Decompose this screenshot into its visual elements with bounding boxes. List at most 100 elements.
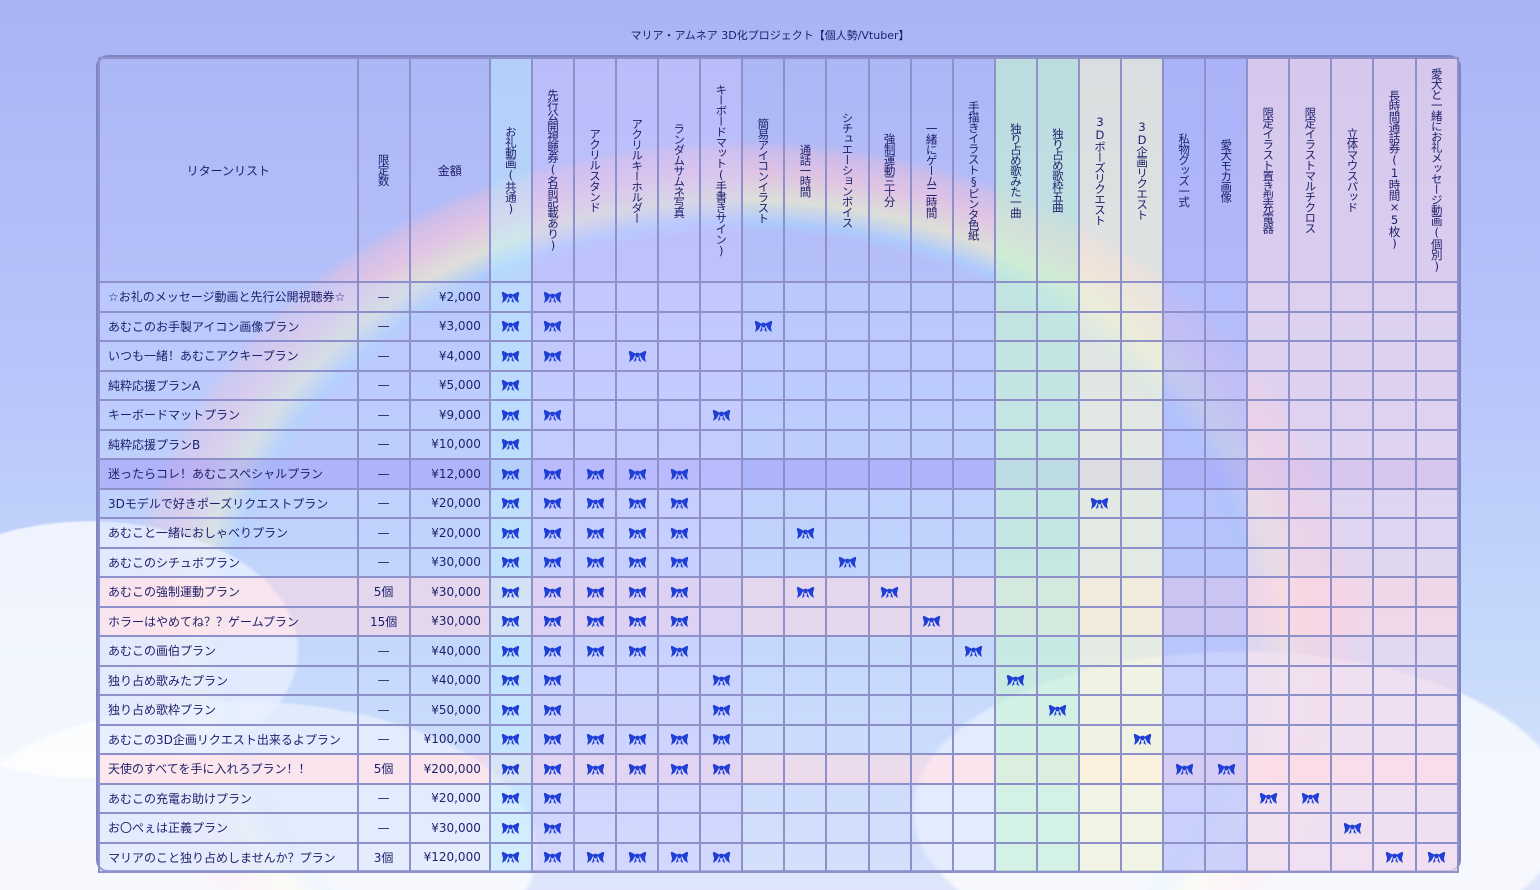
check-cell	[615, 753, 660, 785]
price-cell: ¥3,000	[408, 310, 491, 342]
header-item: 独り占め歌みた一曲	[993, 57, 1038, 283]
ribbon-bow-icon	[628, 526, 647, 540]
check-cell	[657, 428, 702, 460]
limit-cell: —	[356, 487, 411, 519]
check-cell	[488, 310, 533, 342]
check-cell	[657, 694, 702, 726]
check-cell	[825, 310, 870, 342]
check-cell	[1288, 281, 1333, 313]
check-cell	[1035, 369, 1080, 401]
check-cell	[1162, 664, 1207, 696]
check-cell	[867, 369, 912, 401]
check-cell	[951, 753, 996, 785]
table-row: 純粋応援プランA — ¥5,000	[98, 369, 1460, 401]
check-cell	[1162, 841, 1207, 873]
check-cell	[783, 812, 828, 844]
limit-cell: —	[356, 723, 411, 755]
plan-name: 純粋応援プランA	[98, 369, 359, 401]
ribbon-bow-icon	[543, 850, 562, 864]
check-cell	[909, 605, 954, 637]
check-cell	[909, 487, 954, 519]
check-cell	[699, 576, 744, 608]
check-cell	[1120, 546, 1165, 578]
check-cell	[1204, 281, 1249, 313]
check-cell	[1204, 753, 1249, 785]
ribbon-bow-icon	[543, 791, 562, 805]
header-item-label: シチュエーションボイス	[840, 112, 855, 228]
check-cell	[825, 458, 870, 490]
check-cell	[783, 782, 828, 814]
check-cell	[572, 812, 618, 844]
ribbon-bow-icon	[501, 850, 520, 864]
check-cell	[1077, 428, 1123, 460]
check-cell	[951, 605, 996, 637]
check-cell	[993, 635, 1038, 667]
ribbon-bow-icon	[964, 644, 983, 658]
check-cell	[530, 369, 576, 401]
check-cell	[530, 546, 576, 578]
check-cell	[572, 841, 618, 873]
check-cell	[993, 369, 1038, 401]
limit-cell: 3個	[356, 841, 411, 873]
table-row: あむこの画伯プラン — ¥40,000	[98, 635, 1460, 667]
check-cell	[1288, 576, 1333, 608]
check-cell	[741, 782, 786, 814]
check-cell	[1204, 812, 1249, 844]
ribbon-bow-icon	[543, 319, 562, 333]
check-cell	[825, 517, 870, 549]
ribbon-bow-icon	[1259, 791, 1278, 805]
check-cell	[951, 635, 996, 667]
check-cell	[1414, 399, 1460, 431]
header-item: 愛犬モカ画像	[1204, 57, 1249, 283]
header-item-label: 長時間通話券(1時間×5枚)	[1387, 90, 1402, 250]
ribbon-bow-icon	[501, 378, 520, 392]
check-cell	[1288, 635, 1333, 667]
check-cell	[572, 428, 618, 460]
check-cell	[1035, 812, 1080, 844]
check-cell	[1162, 782, 1207, 814]
check-cell	[1035, 782, 1080, 814]
check-cell	[741, 369, 786, 401]
check-cell	[1120, 753, 1165, 785]
check-cell	[615, 812, 660, 844]
price-cell: ¥10,000	[408, 428, 491, 460]
check-cell	[488, 369, 533, 401]
plan-name: ホラーはやめてね？？ゲームプラン	[98, 605, 359, 637]
check-cell	[951, 694, 996, 726]
check-cell	[1414, 428, 1460, 460]
return-list-grid: リターンリスト 限定数 金額 お礼動画(共通) 先行公開視聴券(名前記載あり) アク…	[98, 57, 1460, 873]
check-cell	[867, 782, 912, 814]
check-cell	[1414, 753, 1460, 785]
check-cell	[530, 753, 576, 785]
check-cell	[1162, 576, 1207, 608]
header-return-list: リターンリスト	[98, 57, 359, 283]
check-cell	[951, 517, 996, 549]
ribbon-bow-icon	[838, 555, 857, 569]
check-cell	[867, 487, 912, 519]
table-row: 天使のすべてを手に入れろプラン！！ 5個 ¥200,000	[98, 753, 1460, 785]
check-cell	[783, 635, 828, 667]
check-cell	[825, 340, 870, 372]
check-cell	[1330, 281, 1375, 313]
check-cell	[1035, 517, 1080, 549]
ribbon-bow-icon	[501, 290, 520, 304]
check-cell	[657, 546, 702, 578]
check-cell	[741, 841, 786, 873]
check-cell	[867, 458, 912, 490]
check-cell	[1372, 546, 1417, 578]
ribbon-bow-icon	[1006, 673, 1025, 687]
check-cell	[1120, 458, 1165, 490]
limit-cell: —	[356, 782, 411, 814]
check-cell	[488, 782, 533, 814]
check-cell	[1162, 812, 1207, 844]
check-cell	[741, 723, 786, 755]
limit-cell: —	[356, 517, 411, 549]
check-cell	[1330, 369, 1375, 401]
check-cell	[1330, 664, 1375, 696]
check-cell	[1120, 369, 1165, 401]
plan-name: 純粋応援プランB	[98, 428, 359, 460]
check-cell	[1330, 428, 1375, 460]
check-cell	[615, 782, 660, 814]
ribbon-bow-icon	[501, 496, 520, 510]
check-cell	[1246, 782, 1291, 814]
